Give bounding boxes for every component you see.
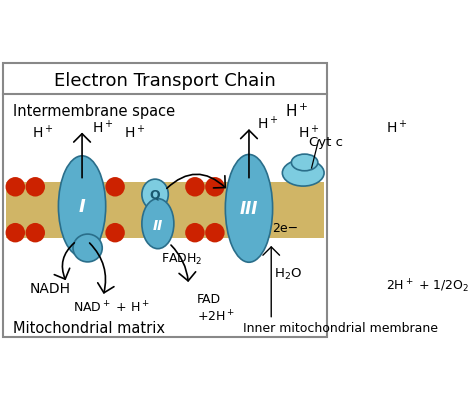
Ellipse shape bbox=[142, 180, 168, 210]
Ellipse shape bbox=[225, 155, 273, 263]
Ellipse shape bbox=[355, 158, 395, 260]
Text: NADH: NADH bbox=[29, 281, 71, 295]
Ellipse shape bbox=[390, 172, 421, 255]
Circle shape bbox=[26, 178, 45, 197]
Text: FAD
+2H$^+$: FAD +2H$^+$ bbox=[197, 292, 235, 324]
Ellipse shape bbox=[58, 156, 106, 257]
Text: III: III bbox=[240, 200, 258, 218]
Ellipse shape bbox=[292, 155, 318, 171]
Circle shape bbox=[105, 223, 125, 243]
Text: NAD$^+$ + H$^+$: NAD$^+$ + H$^+$ bbox=[73, 300, 150, 315]
Ellipse shape bbox=[283, 160, 324, 186]
Text: H$^+$: H$^+$ bbox=[92, 118, 113, 136]
Circle shape bbox=[105, 178, 125, 197]
Text: Intermembrane space: Intermembrane space bbox=[12, 103, 174, 118]
Text: Electron Transport Chain: Electron Transport Chain bbox=[54, 71, 276, 89]
Circle shape bbox=[185, 178, 205, 197]
Text: H$^+$: H$^+$ bbox=[32, 124, 54, 141]
Text: 2H$^+$ + 1/2O$_2$: 2H$^+$ + 1/2O$_2$ bbox=[386, 276, 469, 294]
Circle shape bbox=[185, 223, 205, 243]
Text: H$^+$: H$^+$ bbox=[298, 124, 319, 141]
Text: H$^+$: H$^+$ bbox=[124, 124, 146, 141]
Bar bbox=[6, 182, 324, 238]
Text: H$^+$: H$^+$ bbox=[257, 115, 279, 132]
Text: Q: Q bbox=[150, 188, 160, 201]
Circle shape bbox=[6, 223, 25, 243]
Text: II: II bbox=[153, 219, 163, 233]
Circle shape bbox=[205, 178, 225, 197]
Text: H$_2$O: H$_2$O bbox=[274, 267, 302, 282]
Text: 2e−: 2e− bbox=[273, 221, 299, 234]
Text: Inner mitochondrial membrane: Inner mitochondrial membrane bbox=[244, 321, 438, 334]
Ellipse shape bbox=[142, 199, 174, 249]
Text: Mitochondrial matrix: Mitochondrial matrix bbox=[12, 320, 164, 335]
Circle shape bbox=[205, 223, 225, 243]
Text: Cyt c: Cyt c bbox=[309, 136, 343, 149]
Circle shape bbox=[26, 223, 45, 243]
Circle shape bbox=[6, 178, 25, 197]
Text: FADH$_2$: FADH$_2$ bbox=[161, 251, 202, 266]
Ellipse shape bbox=[73, 235, 102, 262]
Text: IV: IV bbox=[375, 200, 394, 218]
Text: I: I bbox=[79, 198, 85, 216]
Text: H$^+$: H$^+$ bbox=[284, 102, 308, 119]
Text: H$^+$: H$^+$ bbox=[386, 118, 408, 136]
